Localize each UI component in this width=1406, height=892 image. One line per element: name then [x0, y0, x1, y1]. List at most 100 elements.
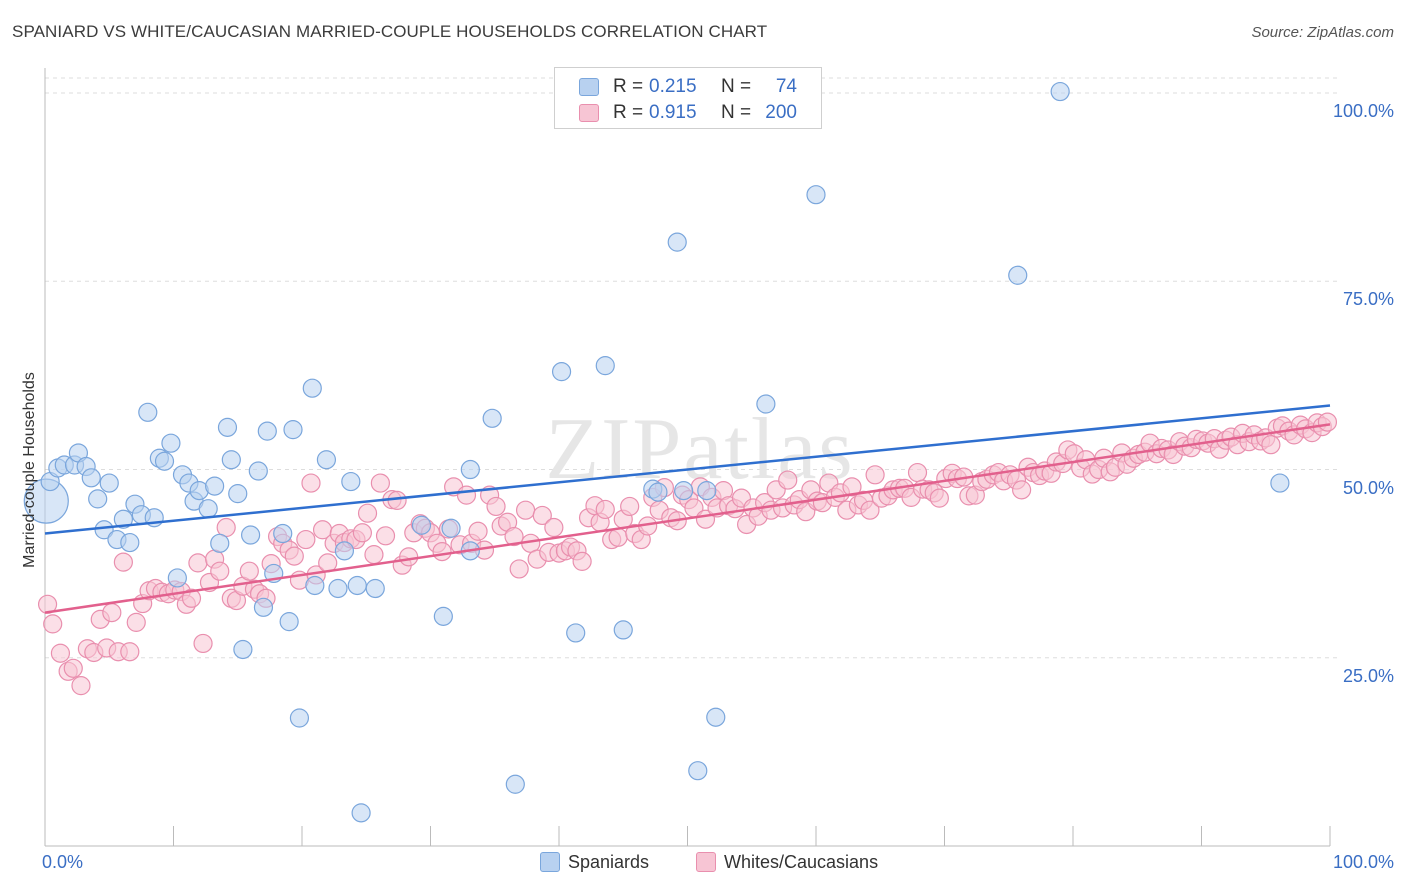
legend-r-label: R =	[613, 102, 644, 123]
legend-n-label: N =	[721, 76, 752, 97]
whites-caucasians-trend-line	[44, 423, 1331, 614]
spaniard-point	[365, 578, 385, 599]
white-caucasian-point	[126, 612, 146, 632]
spaniard-point	[551, 362, 572, 382]
spaniard-point	[688, 761, 708, 781]
spaniard-point	[566, 623, 586, 643]
white-caucasian-point	[352, 523, 372, 543]
spaniard-point	[257, 421, 277, 441]
spaniard-point	[113, 509, 133, 529]
spaniard-point	[248, 461, 268, 481]
spaniard-point	[88, 489, 108, 509]
bottom-legend-label-spaniards: Spaniards	[568, 852, 650, 872]
spaniard-point	[198, 499, 218, 519]
y-tick-label-50: 50.0%	[1342, 477, 1394, 498]
spaniard-point	[205, 476, 225, 496]
legend-swatch-whites	[579, 104, 599, 122]
y-axis-label: Married-couple Households	[21, 372, 38, 568]
spaniard-point	[806, 185, 826, 205]
spaniard-point	[154, 451, 175, 471]
white-caucasian-point	[399, 547, 419, 567]
spaniard-point	[334, 541, 355, 561]
y-tick-label-25: 25.0%	[1342, 665, 1394, 686]
spaniard-point	[351, 803, 371, 823]
spaniard-point	[1050, 81, 1070, 102]
white-caucasian-point	[193, 633, 213, 654]
spaniard-point	[667, 232, 687, 252]
spaniard-point	[316, 450, 337, 470]
spaniard-point	[138, 402, 158, 422]
spaniards-trend-line	[44, 404, 1331, 535]
spaniard-point	[706, 707, 726, 727]
spaniard-point	[81, 468, 101, 488]
bottom-legend-spaniards: Spaniards	[540, 852, 649, 873]
axes	[44, 68, 1331, 847]
spaniard-point	[1008, 265, 1028, 285]
spaniard-point	[674, 481, 694, 501]
legend-r-value: 0.215	[649, 76, 697, 97]
spaniard-point	[595, 356, 615, 376]
white-caucasian-point	[364, 545, 384, 565]
legend-n-label: N =	[721, 102, 752, 123]
white-caucasian-point	[515, 500, 536, 520]
spaniard-point	[347, 575, 367, 596]
spaniard-point	[433, 606, 453, 626]
spaniard-point	[697, 481, 717, 501]
spaniard-point	[289, 708, 310, 728]
white-caucasian-point	[504, 526, 524, 547]
y-tick-label-100: 100.0%	[1332, 101, 1394, 122]
bottom-legend-label-whites: Whites/Caucasians	[724, 852, 879, 872]
white-caucasian-point	[544, 517, 564, 538]
white-caucasian-point	[532, 505, 552, 526]
spaniard-point	[120, 532, 140, 553]
spaniard-point	[505, 774, 525, 794]
white-caucasian-point	[357, 503, 378, 523]
white-caucasian-point	[113, 552, 133, 572]
spaniard-point	[305, 575, 325, 596]
spaniard-point	[228, 484, 248, 504]
spaniard-point	[99, 473, 119, 493]
grid-lines	[45, 77, 1340, 659]
spaniard-point	[460, 459, 480, 480]
spaniard-point	[302, 378, 322, 398]
bottom-legend-swatch-spaniards	[540, 852, 560, 872]
spaniards-points	[23, 81, 1290, 823]
white-caucasian-point	[620, 496, 640, 517]
legend-swatch-spaniards	[579, 78, 599, 96]
spaniard-point	[210, 533, 230, 553]
white-caucasian-point	[387, 490, 407, 510]
white-caucasian-point	[432, 541, 452, 562]
spaniard-point	[241, 525, 261, 545]
x-tick-label-min: 0.0%	[42, 852, 84, 872]
spaniard-point	[253, 597, 274, 617]
y-tick-label-75: 75.0%	[1342, 289, 1394, 310]
spaniard-point	[279, 612, 299, 632]
white-caucasian-point	[1317, 412, 1338, 432]
spaniard-point	[233, 639, 253, 660]
correlation-legend: R = 0.215 N = 74 R = 0.915 N = 200	[554, 67, 822, 129]
legend-r-value: 0.915	[649, 102, 697, 123]
spaniard-point	[648, 482, 668, 502]
white-caucasian-point	[284, 546, 304, 566]
bottom-legend-swatch-whites	[696, 852, 716, 872]
white-caucasian-point	[572, 551, 592, 571]
white-caucasian-point	[71, 676, 91, 696]
white-caucasian-point	[120, 642, 140, 662]
white-caucasian-point	[188, 553, 208, 573]
white-caucasian-point	[842, 477, 862, 497]
white-caucasian-point	[102, 602, 122, 623]
white-caucasian-point	[43, 614, 63, 634]
white-caucasian-point	[778, 470, 798, 490]
spaniard-point	[613, 620, 633, 640]
white-caucasian-point	[296, 529, 316, 550]
white-caucasian-point	[63, 658, 83, 678]
x-tick-label-max: 100.0%	[1332, 852, 1394, 872]
spaniard-point	[167, 568, 187, 588]
white-caucasian-point	[1261, 435, 1281, 455]
white-caucasian-point	[608, 527, 628, 547]
spaniard-point	[1270, 473, 1290, 493]
bottom-legend-whites: Whites/Caucasians	[696, 852, 878, 873]
spaniard-point	[441, 518, 461, 538]
white-caucasian-point	[239, 561, 259, 581]
